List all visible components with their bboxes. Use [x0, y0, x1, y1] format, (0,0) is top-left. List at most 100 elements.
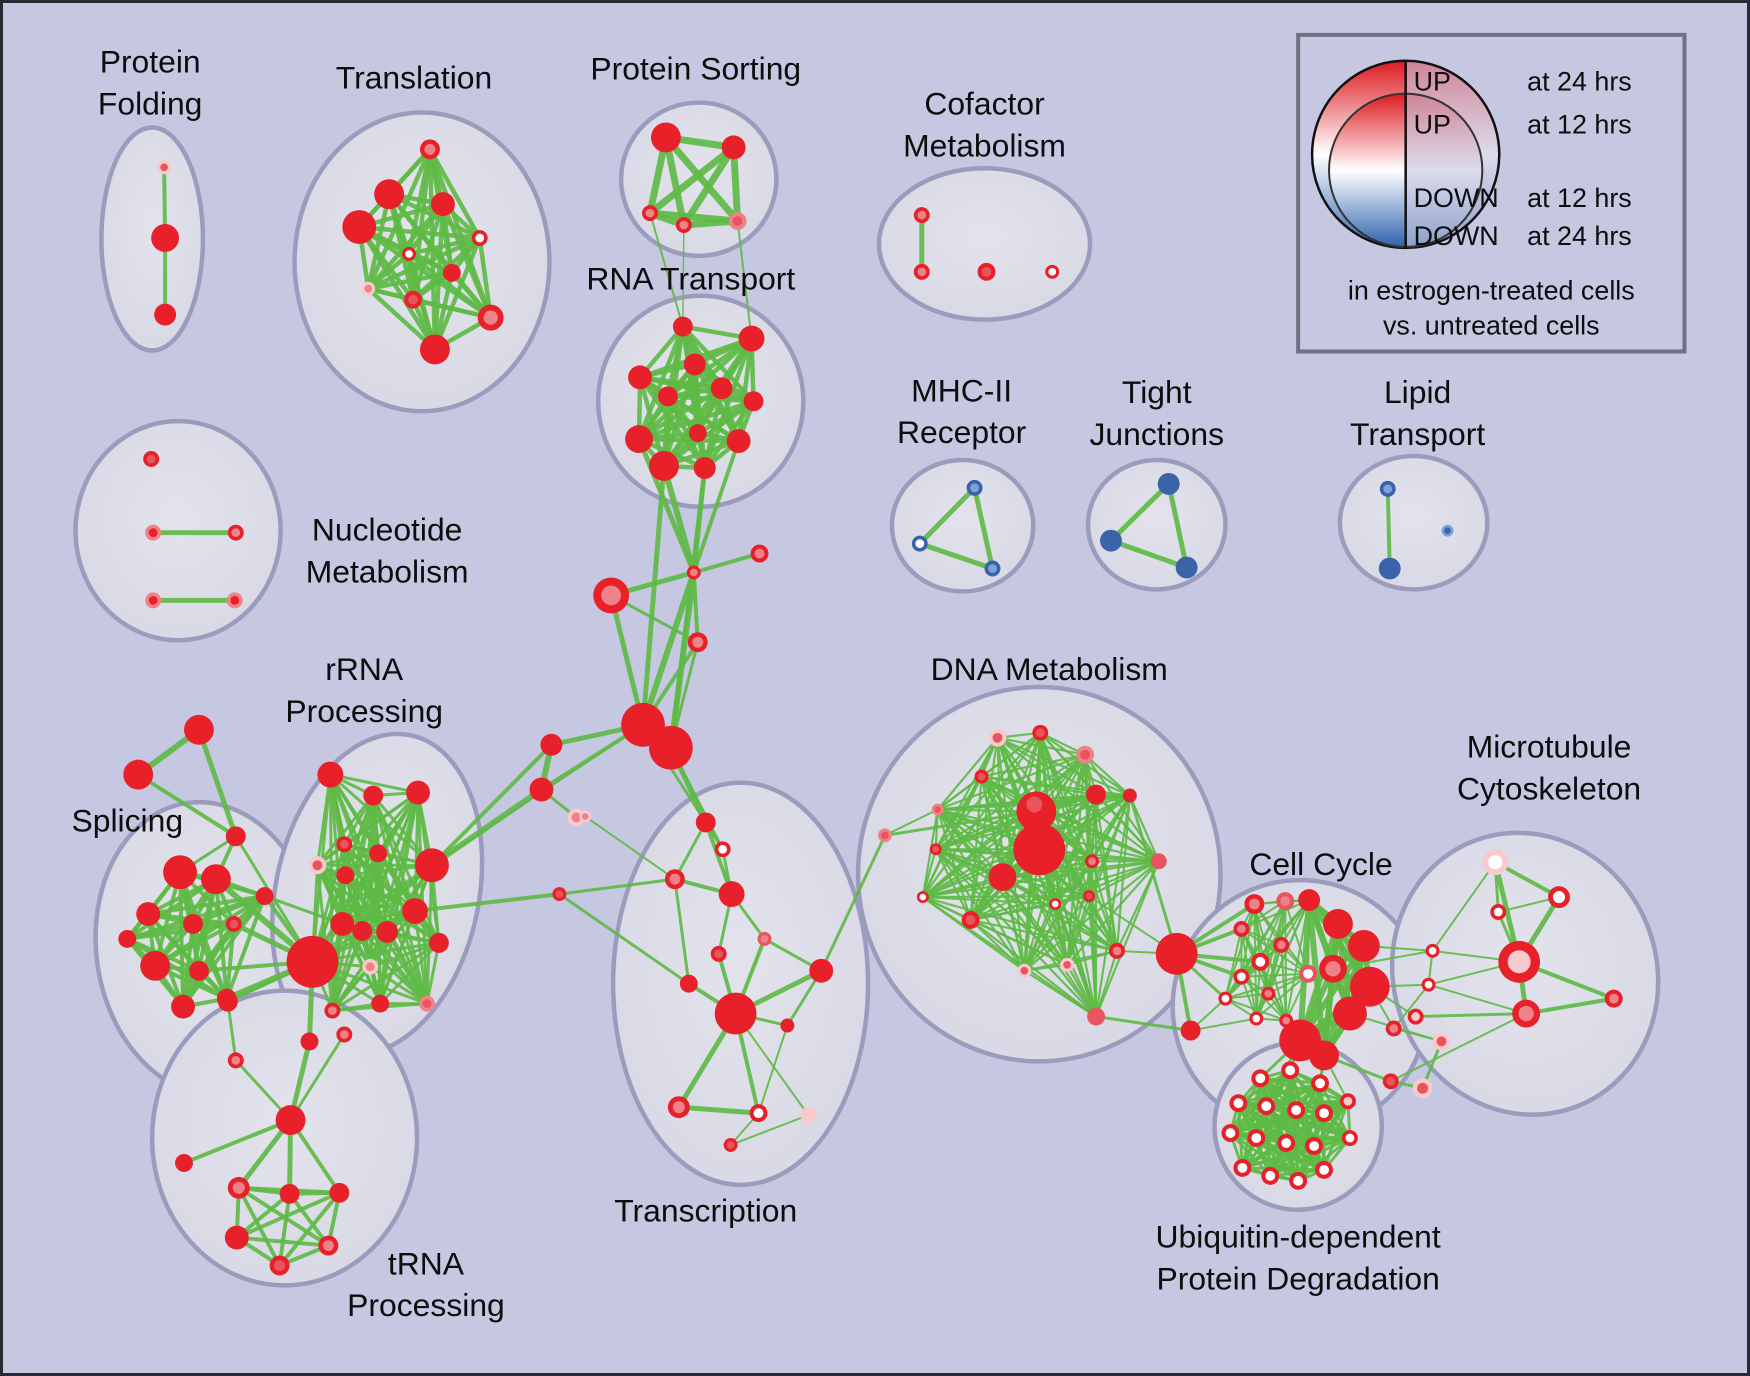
network-node: [317, 761, 344, 788]
network-node: [336, 866, 355, 885]
network-node: [648, 451, 679, 481]
network-node-core: [689, 568, 698, 577]
network-edge: [730, 143, 742, 225]
network-node-core: [1048, 267, 1057, 276]
network-node: [275, 1105, 306, 1136]
network-node: [1155, 932, 1198, 975]
network-edge: [1224, 992, 1270, 1000]
network-node-core: [160, 163, 168, 172]
network-edge: [673, 820, 708, 881]
network-node-core: [1265, 1170, 1276, 1181]
network-edge: [263, 894, 344, 926]
network-node: [1100, 529, 1122, 552]
network-edge: [277, 1191, 292, 1268]
network-edge: [921, 894, 1091, 899]
network-node: [540, 733, 563, 756]
network-edge: [917, 485, 978, 547]
network-edge: [1023, 860, 1094, 972]
network-edge: [1268, 1136, 1352, 1178]
network-edge: [1254, 1099, 1350, 1140]
network-edge: [1087, 860, 1160, 898]
cluster-label-lipid-transport: Lipid: [1384, 374, 1451, 410]
network-node: [286, 935, 339, 988]
network-node-core: [555, 890, 564, 898]
network-node-core: [327, 1006, 337, 1015]
network-edge: [429, 742, 554, 868]
network-node-core: [934, 806, 942, 813]
network-node: [679, 974, 698, 993]
network-edge: [477, 235, 493, 320]
network-edge: [921, 895, 1119, 952]
network-node-core: [692, 636, 704, 648]
legend-up-12-time: at 12 hrs: [1527, 109, 1632, 139]
network-node: [1378, 557, 1401, 580]
network-node-core: [760, 935, 769, 943]
legend-down-24-label: DOWN: [1414, 221, 1499, 251]
network-edge: [315, 851, 380, 867]
network-node: [683, 353, 706, 376]
legend-caption-line2: vs. untreated cells: [1383, 311, 1600, 341]
network-node-core: [424, 143, 436, 155]
network-node-core: [1237, 1162, 1248, 1173]
network-edge: [385, 930, 429, 1006]
cluster-ellipse-cofactor: [876, 166, 1093, 322]
network-edge: [682, 224, 685, 328]
network-edge: [1094, 860, 1160, 1018]
cluster-label-dna-metabolism: DNA Metabolism: [931, 651, 1168, 687]
network-edge: [1255, 943, 1283, 1020]
network-node-core: [1280, 896, 1291, 906]
network-node: [1323, 909, 1353, 939]
network-edge: [640, 569, 697, 728]
legend: UP at 24 hrs UP at 12 hrs DOWN at 12 hrs…: [1296, 32, 1687, 354]
network-node: [151, 224, 180, 252]
network-edge: [662, 133, 742, 225]
network-node-core: [1488, 855, 1503, 870]
network-edge: [969, 860, 1094, 922]
network-node: [217, 991, 238, 1012]
network-node: [650, 122, 681, 153]
cluster-ellipse-tight: [1085, 457, 1228, 592]
network-node-core: [1251, 1133, 1262, 1143]
network-edge: [413, 892, 562, 914]
network-node: [1157, 472, 1180, 495]
network-edge: [729, 1114, 810, 1146]
network-node-core: [274, 1259, 286, 1271]
network-edge: [1054, 860, 1160, 906]
network-edge: [196, 727, 239, 839]
network-node-core: [405, 250, 413, 258]
network-edge: [557, 877, 677, 896]
network-node-core: [1309, 1141, 1320, 1151]
network-node: [1087, 1007, 1105, 1026]
network-edge: [181, 894, 267, 1009]
network-node-core: [1252, 1014, 1261, 1023]
cluster-ellipse-trna: [149, 988, 420, 1288]
legend-caption-line1: in estrogen-treated cells: [1348, 276, 1635, 306]
network-node-core: [408, 294, 418, 305]
network-edge: [969, 860, 1160, 922]
network-node-core: [1608, 993, 1619, 1004]
network-edge: [921, 848, 937, 899]
network-node-core: [1088, 857, 1096, 866]
network-edge: [277, 1190, 342, 1268]
network-node: [1332, 996, 1367, 1031]
network-node-core: [1233, 1098, 1244, 1109]
network-edge: [921, 731, 1042, 899]
network-node-core: [231, 528, 241, 538]
network-node: [442, 263, 461, 282]
network-edge: [934, 848, 1119, 952]
network-node-core: [1035, 728, 1045, 738]
network-node-core: [1315, 1078, 1325, 1089]
network-edge: [1524, 996, 1616, 1016]
network-edge: [636, 386, 724, 442]
network-edge: [1385, 486, 1392, 571]
cluster-label-microtubule-cytoskeleton: Microtubule: [1467, 729, 1632, 765]
network-node: [1349, 966, 1390, 1007]
network-edge: [1255, 972, 1310, 1020]
network-node: [415, 848, 449, 883]
network-node-core: [714, 949, 724, 959]
network-node: [183, 914, 203, 934]
network-edge: [182, 1118, 293, 1165]
network-edge: [557, 892, 691, 986]
network-edge: [934, 775, 983, 851]
cluster-label-microtubule-cytoskeleton: Cytoskeleton: [1457, 771, 1641, 807]
